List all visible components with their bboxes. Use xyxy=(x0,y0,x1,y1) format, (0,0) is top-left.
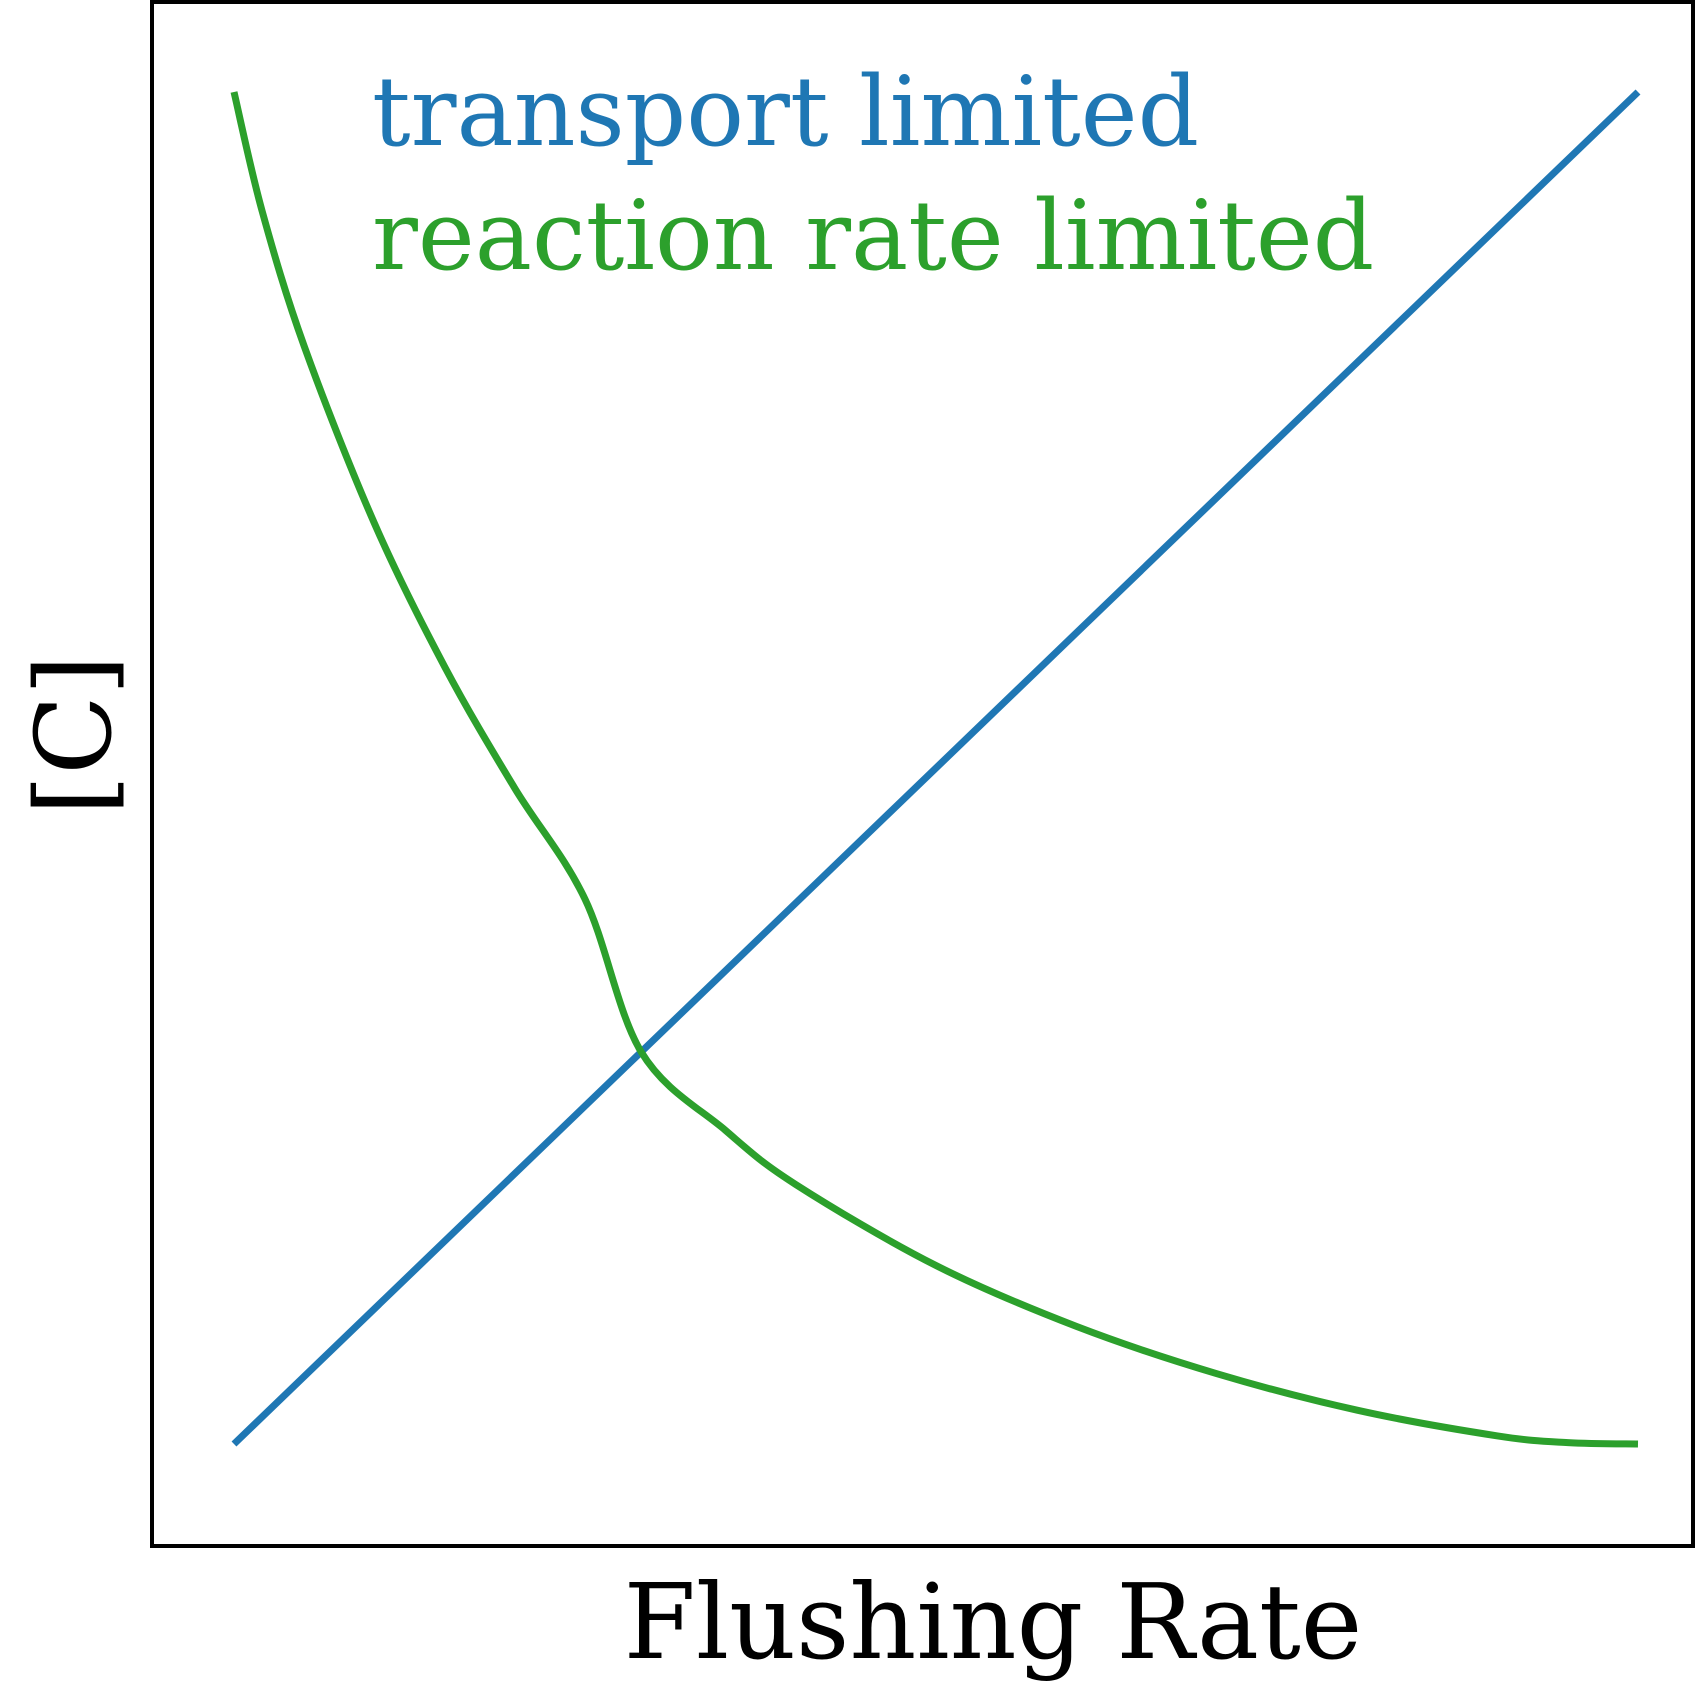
legend-entry-1: transport limited xyxy=(372,56,1199,168)
series-line-2 xyxy=(230,91,1639,1448)
series-layer xyxy=(230,89,1641,1448)
series-line-1 xyxy=(231,89,1641,1447)
legend-entry-2: reaction rate limited xyxy=(372,180,1374,292)
legend: transport limited reaction rate limited xyxy=(372,56,1374,292)
x-axis-label: Flushing Rate xyxy=(624,1561,1363,1683)
plot-frame xyxy=(150,0,1695,1548)
y-axis-label: [C] xyxy=(13,655,135,816)
